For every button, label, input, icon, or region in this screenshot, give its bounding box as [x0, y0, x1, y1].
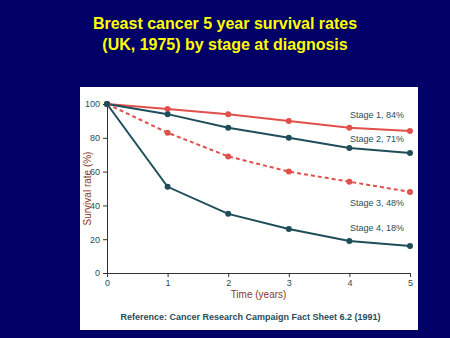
series-point — [165, 111, 171, 117]
series-point — [407, 189, 413, 195]
x-tick: 5 — [408, 273, 413, 288]
series-point — [286, 169, 292, 175]
y-axis-title: Survival rate (%) — [82, 152, 93, 226]
series-point — [346, 145, 352, 151]
series-point — [346, 125, 352, 131]
x-tick-mark — [289, 273, 290, 277]
series-label: Stage 2, 71% — [350, 134, 404, 144]
series-label: Stage 3, 48% — [350, 198, 404, 208]
x-tick-label: 0 — [105, 278, 110, 288]
x-axis-line — [108, 274, 411, 278]
y-tick: 80 — [90, 133, 107, 143]
series-point — [165, 184, 171, 190]
y-tick-label: 80 — [90, 133, 100, 143]
series-point — [346, 238, 352, 244]
series-label: Stage 4, 18% — [350, 223, 404, 233]
title: Breast cancer 5 year survival rates — [93, 15, 357, 32]
series-point — [104, 101, 110, 107]
x-tick-label: 4 — [347, 278, 352, 288]
x-tick-mark — [410, 273, 411, 277]
x-tick-mark — [168, 273, 169, 277]
series-point — [407, 150, 413, 156]
y-tick-mark — [103, 239, 107, 240]
series-point — [225, 153, 231, 159]
series-line — [107, 104, 410, 246]
series-point — [104, 101, 110, 107]
chart: Breast cancer 5 year survival rates (UK, … — [0, 0, 450, 338]
y-tick-label: 20 — [90, 235, 100, 245]
x-tick-mark — [349, 273, 350, 277]
y-tick-mark — [103, 273, 107, 274]
y-tick-label: 0 — [95, 268, 100, 278]
annotation: Reference: Cancer Research Campaign Fact… — [120, 312, 380, 322]
series-point — [286, 118, 292, 124]
panel — [80, 87, 418, 330]
x-axis: 0 1 2 3 4 5 — [105, 273, 413, 288]
y-tick: 20 — [90, 235, 107, 245]
x-tick: 3 — [287, 273, 292, 288]
y-tick-mark — [103, 172, 107, 173]
y-tick: 100 — [85, 99, 107, 109]
plot-area — [104, 101, 413, 249]
x-tick: 4 — [347, 273, 352, 288]
y-tick: 0 — [95, 268, 107, 278]
series-point — [104, 101, 110, 107]
x-tick-label: 2 — [226, 278, 231, 288]
series-point — [407, 128, 413, 134]
series-label: Stage 1, 84% — [350, 110, 404, 120]
x-axis-title: Time (years) — [231, 289, 287, 300]
y-axis-line — [103, 105, 108, 274]
series-point — [225, 111, 231, 117]
x-tick-mark — [228, 273, 229, 277]
series-line — [107, 104, 410, 131]
y-tick-mark — [103, 205, 107, 206]
y-tick-label: 100 — [85, 99, 100, 109]
x-tick-label: 1 — [166, 278, 171, 288]
series-point — [225, 125, 231, 131]
series-point — [165, 130, 171, 136]
background — [0, 0, 450, 338]
series-line — [107, 104, 410, 192]
series-point — [346, 179, 352, 185]
series-point — [407, 243, 413, 249]
x-tick: 2 — [226, 273, 231, 288]
x-tick: 1 — [166, 273, 171, 288]
series-line — [107, 104, 410, 153]
series-point — [225, 211, 231, 217]
subtitle: (UK, 1975) by stage at diagnosis — [102, 36, 348, 53]
series-point — [104, 101, 110, 107]
x-tick: 0 — [105, 273, 110, 288]
x-tick-label: 5 — [408, 278, 413, 288]
y-tick-mark — [103, 138, 107, 139]
series-point — [286, 135, 292, 141]
series-point — [286, 226, 292, 232]
x-tick-label: 3 — [287, 278, 292, 288]
